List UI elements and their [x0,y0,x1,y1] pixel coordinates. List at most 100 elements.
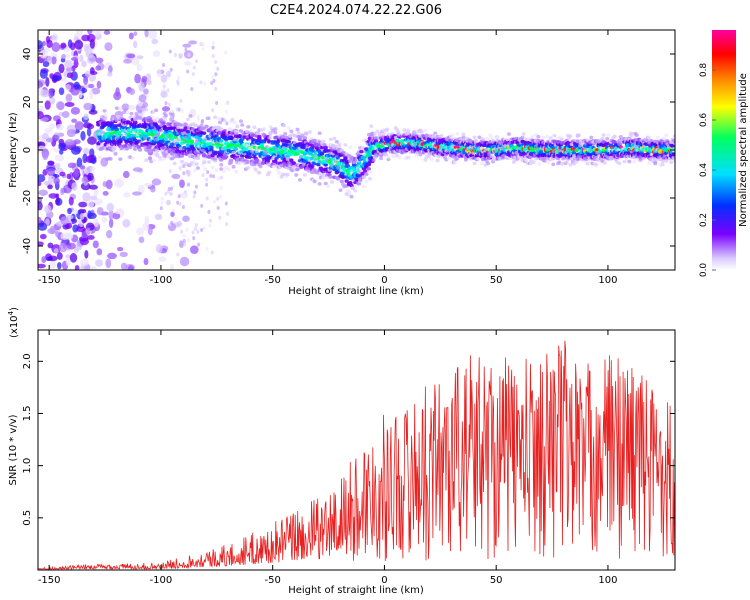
spectrogram-cell [45,136,53,143]
spectrogram-cell [200,148,205,153]
x-tick-label: 50 [490,575,503,586]
spectrogram-cell [195,156,201,160]
spectrogram-cell [44,205,52,214]
spectrogram-cell [147,156,152,160]
spectrogram-cell [129,111,134,116]
spectrogram-cell [130,156,135,161]
x-tick-label: 0 [381,275,387,286]
spectrogram-cell [83,43,89,53]
spectrogram-cell [214,72,218,77]
spectrogram-cell [133,40,138,49]
spectrogram-cell [169,186,173,191]
spectrogram-cell [87,172,94,181]
spectrogram-cell [221,169,226,173]
spectrogram-cell [79,238,89,246]
spectrogram-cell [48,193,58,199]
spectrogram-cell [189,139,194,143]
colorbar-tick-label: 0.4 [699,163,709,178]
spectrogram-cell [627,159,632,164]
spectrogram-cell [144,107,149,112]
spectrogram-cell [79,259,89,267]
spectrogram-cell [164,191,168,196]
spectrogram-cell [123,192,131,198]
spectrogram-cell [247,139,252,143]
spectrogram-cell [82,192,91,202]
colorbar-tick-label: 0.0 [699,263,709,278]
spectrogram-cell [144,182,153,187]
spectrogram-cell [150,186,156,193]
spectrogram-cell [47,184,53,190]
spectrogram-cell [252,125,257,130]
spectrogram-cell [161,157,166,161]
snr-y-label: SNR (10 * v/v) [8,414,19,485]
spectrogram-cell [41,40,47,47]
spectrogram-cell [83,102,93,111]
spectrogram-cell [310,164,315,169]
spectrogram-cell [80,130,86,141]
spectrogram-cell [51,42,61,53]
spectrogram-cell [242,135,247,139]
spectrogram-cell [131,57,140,66]
spectrogram-cell [559,137,564,142]
spectrogram-cell [364,172,369,176]
spectrogram-cell [146,79,152,86]
spectrogram-cell [612,134,617,139]
spectrogram-cell [205,182,209,187]
spectrogram-cell [100,142,105,147]
spectrogram-cell [53,248,59,254]
x-tick-label: -150 [38,275,61,286]
spectrogram-cell [133,120,138,125]
spectrogram-cell [147,30,158,40]
spectrogram-cell [125,110,130,115]
spectrogram-cell [160,196,164,201]
spectrogram-cell [157,157,162,162]
spectrogram-cell [41,256,47,264]
y-tick-label: 0 [22,147,33,153]
spectrogram-cell [384,152,389,157]
spectrogram-cell [168,169,172,174]
spectrogram-cell [188,40,198,45]
spectrogram-cell [606,133,611,137]
spectrogram-cell [192,194,196,199]
spectrogram-cell [47,160,55,166]
spectrogram-cell [660,159,665,164]
spectrogram-cell [90,157,97,164]
x-tick-label: -50 [265,575,281,586]
spectrogram-cell [160,143,165,147]
colorbar-label: Normalized spectral amplitude [738,73,749,227]
spectrogram-cell [58,63,65,74]
spectrogram-cell [151,38,159,45]
spectrogram-cell [114,127,119,132]
spectrogram-cell [162,84,166,89]
figure-title: C2E4.2024.074.22.22.G06 [270,3,442,18]
spectrogram-cell [655,135,660,140]
spectrogram-cell [385,127,390,132]
spectrogram-cell [601,133,606,137]
spectrogram-cell [294,173,299,177]
spectrogram-cell [38,201,43,211]
spectrogram-cell [108,218,114,229]
spectrogram-cell [169,191,173,196]
spectrogram-cell [78,90,83,99]
spectrogram-cell [138,82,145,92]
spectrogram-cell [105,131,111,136]
spectrogram-cell [253,167,258,172]
spectrogram-cell [134,73,141,84]
spectrogram-cell [174,216,178,221]
spectrogram-cell [399,139,405,143]
spectrogram-cell [216,67,220,72]
colorbar-tick-label: 0.6 [699,113,709,128]
spectrogram-cell [292,133,298,138]
spectrogram-cell [393,135,398,140]
spectrogram-cell [136,64,143,72]
spectrogram-cell [205,139,210,144]
spectrogram-cell [117,130,122,135]
x-tick-label: 100 [598,575,617,586]
spectrogram-cell [64,60,73,68]
spectrogram-cell [154,213,163,220]
spectrogram-cell [90,166,96,171]
spectrogram-cell [291,161,297,165]
spectrogram-cell [193,123,198,128]
spectrogram-cell [60,216,69,225]
